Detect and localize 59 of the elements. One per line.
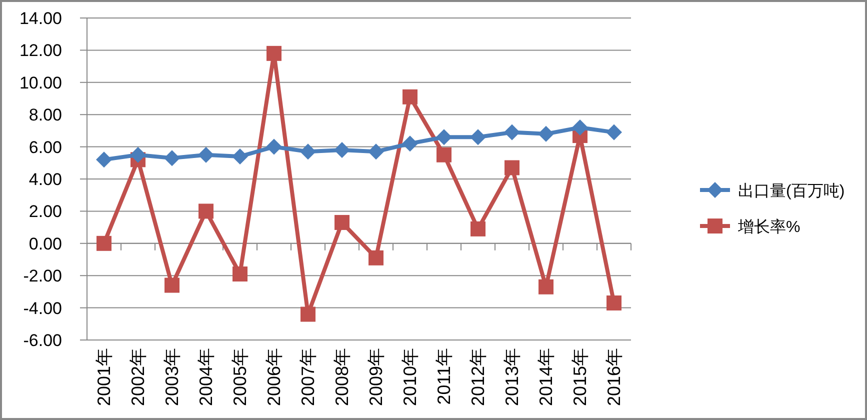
legend-label: 增长率%: [737, 218, 800, 236]
x-tick-label: 2015年: [570, 348, 590, 406]
point: [606, 124, 622, 140]
point: [164, 150, 180, 166]
legend-label: 出口量(百万吨): [738, 182, 845, 200]
point: [470, 129, 486, 146]
point: [368, 144, 384, 160]
point: [572, 119, 588, 136]
point: [606, 295, 622, 310]
point: [436, 147, 452, 162]
point: [266, 138, 282, 155]
y-tick-label: 4.00: [28, 170, 62, 189]
x-tick-label: 2004年: [196, 348, 216, 406]
point: [402, 89, 418, 104]
point: [96, 152, 112, 168]
x-tick-label: 2008年: [332, 348, 352, 406]
x-tick-label: 2005年: [230, 348, 250, 406]
point: [470, 221, 486, 236]
point: [266, 46, 282, 61]
y-tick-label: 2.00: [28, 202, 62, 222]
point: [334, 142, 350, 158]
x-tick-label: 2006年: [264, 348, 284, 406]
point: [504, 124, 520, 140]
point: [368, 250, 384, 266]
point: [504, 160, 520, 176]
point: [538, 279, 554, 294]
x-tick-label: 2013年: [502, 348, 522, 406]
x-tick-label: 2001年: [94, 348, 114, 406]
x-tick-label: 2012年: [468, 348, 488, 406]
y-tick-label: 6.00: [28, 138, 62, 157]
x-tick-label: 2011年: [434, 348, 454, 405]
point: [436, 129, 452, 146]
x-tick-label: 2010年: [400, 348, 420, 406]
y-tick-label: 14.00: [19, 9, 62, 28]
point: [334, 214, 350, 230]
point: [96, 236, 112, 251]
point: [538, 126, 554, 142]
point: [300, 306, 316, 322]
y-tick-label: 10.00: [19, 73, 62, 92]
y-tick-label: 0.00: [28, 234, 62, 254]
x-tick-label: 2007年: [298, 348, 318, 406]
point: [300, 144, 316, 160]
x-tick-label: 2009年: [366, 348, 386, 406]
y-tick-label: 12.00: [19, 41, 62, 60]
x-tick-label: 2002年: [128, 348, 148, 406]
x-tick-label: 2003年: [162, 348, 182, 406]
y-tick-label: -6.00: [23, 331, 62, 350]
y-tick-label: -4.00: [23, 298, 62, 318]
point: [198, 204, 214, 219]
point: [164, 278, 180, 293]
y-tick-label: -2.00: [23, 266, 62, 286]
point: [232, 266, 248, 282]
x-tick-label: 2016年: [604, 348, 624, 406]
point: [130, 146, 146, 163]
y-tick-label: 8.00: [28, 106, 62, 125]
point: [198, 146, 214, 163]
point: [232, 148, 248, 164]
x-tick-label: 2014年: [536, 348, 556, 406]
point: [402, 136, 418, 152]
